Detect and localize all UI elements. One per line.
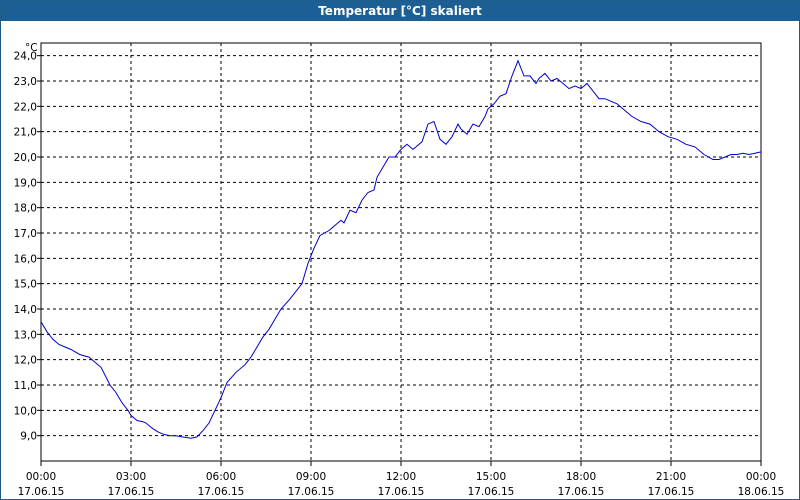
x-tick-date-label: 17.06.15 bbox=[468, 486, 515, 498]
y-tick-label: 24,0 bbox=[14, 51, 37, 63]
x-tick-time-label: 06:00 bbox=[206, 471, 236, 483]
y-tick-label: 20,0 bbox=[14, 152, 37, 164]
x-tick-time-label: 21:00 bbox=[656, 471, 686, 483]
x-tick-time-label: 03:00 bbox=[116, 471, 146, 483]
x-tick-time-label: 15:00 bbox=[476, 471, 506, 483]
x-tick-date-label: 18.06.15 bbox=[738, 486, 785, 498]
y-tick-label: 23,0 bbox=[14, 76, 37, 88]
y-tick-label: 14,0 bbox=[14, 304, 37, 316]
y-axis-ticks: 9,0 10,0 11,0 12,0 13,0 14,0 15,0 16,0 17,0 18,0 1… bbox=[14, 51, 41, 443]
grid-lines bbox=[41, 43, 761, 461]
y-tick-label: 18,0 bbox=[14, 203, 37, 215]
x-axis-ticks: 00:00 17.06.15 03:00 17.06.15 06:00 17.06.15 0… bbox=[18, 461, 785, 498]
y-tick-label: 12,0 bbox=[14, 355, 37, 367]
x-tick-date-label: 17.06.15 bbox=[108, 486, 155, 498]
x-tick-time-label: 18:00 bbox=[566, 471, 596, 483]
x-tick-date-label: 17.06.15 bbox=[378, 486, 425, 498]
y-tick-label: 9,0 bbox=[20, 431, 37, 443]
x-tick-date-label: 17.06.15 bbox=[18, 486, 65, 498]
temperature-series-line bbox=[40, 59, 762, 439]
y-tick-label: 15,0 bbox=[14, 279, 37, 291]
x-tick-time-label: 12:00 bbox=[386, 471, 416, 483]
y-tick-label: 21,0 bbox=[14, 127, 37, 139]
x-tick-time-label: 00:00 bbox=[746, 471, 776, 483]
x-tick-date-label: 17.06.15 bbox=[288, 486, 335, 498]
y-tick-label: 17,0 bbox=[14, 228, 37, 240]
y-axis-unit-label: °C bbox=[25, 42, 38, 54]
y-tick-label: 16,0 bbox=[14, 253, 37, 265]
y-tick-label: 19,0 bbox=[14, 177, 37, 189]
x-tick-time-label: 09:00 bbox=[296, 471, 326, 483]
y-tick-label: 13,0 bbox=[14, 329, 37, 341]
y-tick-label: 22,0 bbox=[14, 101, 37, 113]
y-tick-label: 11,0 bbox=[14, 380, 37, 392]
x-tick-date-label: 17.06.15 bbox=[198, 486, 245, 498]
x-tick-time-label: 00:00 bbox=[26, 471, 56, 483]
chart-title: Temperatur [°C] skaliert bbox=[1, 1, 799, 21]
y-tick-label: 10,0 bbox=[14, 405, 37, 417]
x-tick-date-label: 17.06.15 bbox=[558, 486, 605, 498]
x-tick-date-label: 17.06.15 bbox=[648, 486, 695, 498]
